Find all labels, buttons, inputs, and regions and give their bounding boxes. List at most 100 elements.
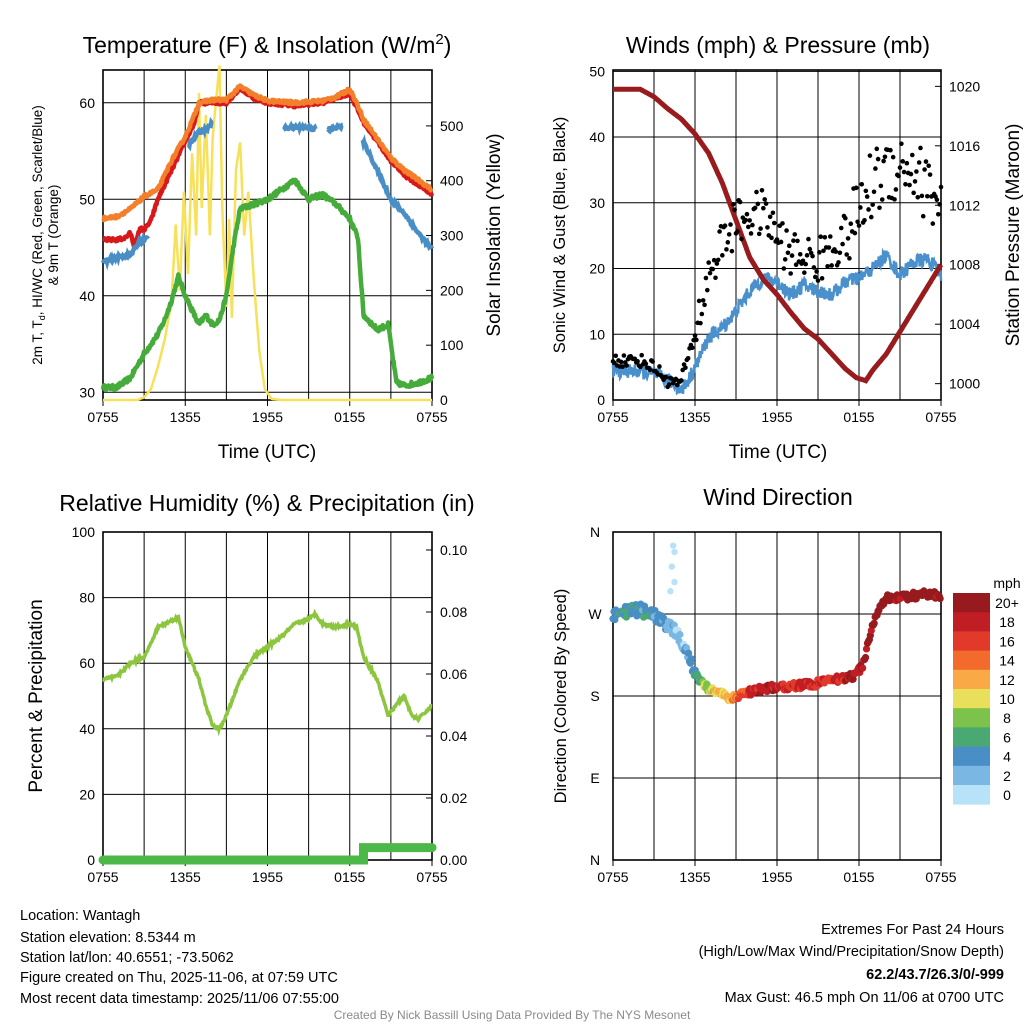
- gust-point: [867, 153, 873, 158]
- gust-point: [892, 197, 897, 202]
- gust-point: [748, 231, 754, 236]
- gust-point: [746, 224, 751, 230]
- gust-point: [899, 141, 904, 147]
- gust-point: [845, 236, 851, 241]
- gust-point: [811, 265, 817, 270]
- gust-point: [705, 287, 710, 293]
- dewpoint-line: [100, 177, 435, 393]
- gust-point: [714, 261, 720, 266]
- legend-label: 8: [1003, 710, 1011, 726]
- y-tick-label: 0: [597, 392, 605, 408]
- gust-point: [759, 187, 765, 193]
- gust-point: [871, 189, 877, 195]
- gust-point: [726, 232, 732, 237]
- gust-point: [664, 374, 669, 380]
- gust-point: [756, 231, 762, 237]
- extremes-values: 62.2/43.7/26.3/0/-999: [866, 967, 1004, 983]
- gust-point: [859, 181, 865, 187]
- gust-point: [797, 251, 803, 257]
- y-tick-label: 60: [79, 95, 95, 111]
- y2-tick-label: 1020: [949, 78, 980, 94]
- gust-point: [722, 223, 728, 228]
- y2-tick-label: 1008: [949, 257, 980, 273]
- solar-insolation-line: [103, 65, 432, 402]
- humidity-ylabel: Percent & Precipitation: [26, 599, 47, 792]
- gust-point: [916, 160, 922, 165]
- gust-point: [635, 359, 640, 364]
- gust-point: [908, 171, 914, 177]
- direction-ylabel: Direction (Colored By Speed): [552, 589, 570, 804]
- extremes-subheading: (High/Low/Max Wind/Precipitation/Snow De…: [699, 944, 1004, 960]
- gust-point: [918, 145, 923, 151]
- gust-point: [817, 250, 822, 255]
- gust-point: [878, 183, 884, 189]
- gust-point: [882, 154, 888, 160]
- legend-swatch: [953, 746, 990, 767]
- plot-frame: [102, 69, 433, 401]
- gust-point: [699, 311, 705, 317]
- gust-point: [875, 156, 881, 162]
- gust-point: [762, 197, 767, 202]
- direction-point: [676, 630, 684, 639]
- y-tick-label: 30: [589, 195, 605, 211]
- gust-point: [789, 253, 795, 258]
- gust-point: [694, 337, 699, 343]
- 9m-t-line: [101, 83, 434, 223]
- gust-point: [754, 189, 759, 195]
- gust-point: [815, 278, 821, 283]
- gust-point: [683, 365, 688, 371]
- y-tick-label: N: [590, 524, 600, 540]
- gust-point: [930, 221, 936, 226]
- gust-point: [639, 352, 644, 358]
- y-tick-label: 0: [87, 852, 95, 868]
- x-tick-label: 0755: [597, 409, 628, 425]
- gust-point: [747, 218, 752, 223]
- gust-point: [926, 163, 931, 169]
- x-tick-label: 0755: [597, 869, 628, 885]
- winds-xlabel: Time (UTC): [729, 442, 828, 463]
- gust-point: [873, 166, 878, 171]
- gust-point: [856, 223, 862, 228]
- gust-point: [877, 205, 882, 211]
- y-tick-label: 40: [79, 288, 95, 304]
- gust-point: [907, 182, 912, 188]
- gust-point: [869, 214, 874, 220]
- x-tick-label: 1955: [252, 869, 283, 885]
- legend-swatch: [953, 593, 990, 613]
- y-tick-label: W: [588, 606, 602, 622]
- y2-tick-label: 200: [440, 282, 464, 298]
- legend-label: 6: [1003, 729, 1011, 745]
- x-tick-label: 0755: [925, 409, 956, 425]
- x-tick-label: 0155: [334, 409, 365, 425]
- gust-point: [888, 147, 893, 153]
- y2-tick-label: 0.08: [440, 604, 467, 620]
- gust-point: [800, 258, 806, 264]
- gust-point: [621, 353, 627, 358]
- y-tick-label: 20: [589, 261, 605, 277]
- precipitation-line: [98, 843, 437, 865]
- gust-point: [755, 201, 761, 207]
- gust-point: [765, 225, 770, 230]
- gust-point: [767, 214, 773, 220]
- y-tick-label: 10: [589, 326, 605, 342]
- direction-point: [667, 588, 674, 595]
- wind-direction-panel-title: Wind Direction: [703, 484, 853, 510]
- gust-point: [706, 260, 711, 265]
- gust-point: [743, 217, 748, 223]
- direction-point: [936, 594, 944, 603]
- y-tick-label: 20: [79, 786, 95, 802]
- gust-point: [818, 234, 824, 240]
- temperature-ylabel-line2: & 9m T (Orange): [46, 185, 61, 286]
- direction-point: [668, 563, 675, 570]
- gust-point: [937, 202, 942, 207]
- gust-point: [911, 190, 916, 196]
- gust-point: [825, 263, 830, 269]
- hi-wc-line: [100, 231, 150, 271]
- y2-tick-label: 100: [440, 337, 464, 353]
- gust-point: [904, 160, 910, 166]
- gust-point: [750, 222, 755, 228]
- gust-point: [674, 382, 680, 388]
- relative-humidity-line: [101, 608, 433, 737]
- gust-point: [771, 220, 777, 226]
- gust-point: [770, 210, 776, 216]
